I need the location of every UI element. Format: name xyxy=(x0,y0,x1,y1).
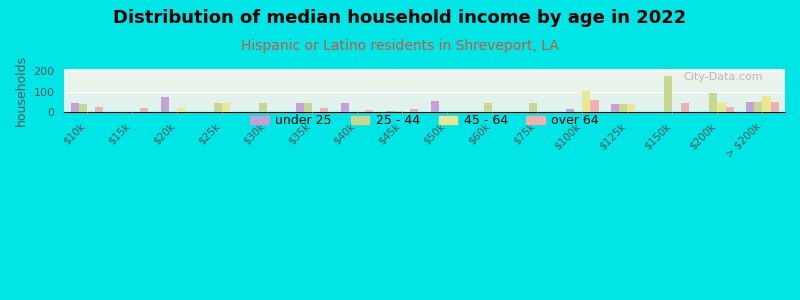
Bar xyxy=(222,103,230,112)
Bar xyxy=(619,104,627,112)
Bar xyxy=(259,103,267,112)
Bar xyxy=(710,93,718,112)
Text: City-Data.com: City-Data.com xyxy=(684,72,763,82)
Bar xyxy=(664,76,673,112)
Bar xyxy=(746,102,754,112)
Bar xyxy=(484,103,492,112)
Legend: under 25, 25 - 44, 45 - 64, over 64: under 25, 25 - 44, 45 - 64, over 64 xyxy=(246,110,604,133)
Bar xyxy=(726,107,734,112)
Bar xyxy=(754,102,762,112)
Bar xyxy=(582,91,590,112)
Bar xyxy=(320,108,328,112)
Bar xyxy=(718,103,726,112)
Bar xyxy=(431,101,439,112)
Bar xyxy=(296,103,304,112)
Bar xyxy=(394,111,402,112)
Bar xyxy=(410,109,418,112)
Text: Distribution of median household income by age in 2022: Distribution of median household income … xyxy=(114,9,686,27)
Bar xyxy=(70,103,79,112)
Bar xyxy=(529,103,538,112)
Bar xyxy=(611,104,619,112)
Bar xyxy=(366,110,374,112)
Bar xyxy=(214,103,222,112)
Bar xyxy=(177,108,185,112)
Bar xyxy=(341,103,349,112)
Bar xyxy=(566,109,574,112)
Bar xyxy=(590,100,598,112)
Y-axis label: households: households xyxy=(15,55,28,126)
Bar xyxy=(770,102,778,112)
Bar xyxy=(140,108,148,112)
Bar xyxy=(762,96,770,112)
Text: Hispanic or Latino residents in Shreveport, LA: Hispanic or Latino residents in Shrevepo… xyxy=(241,39,559,53)
Bar xyxy=(161,97,169,112)
Bar xyxy=(95,107,103,112)
Bar xyxy=(627,104,635,112)
Bar xyxy=(386,111,394,112)
Bar xyxy=(304,103,312,112)
Bar xyxy=(681,103,689,112)
Bar xyxy=(79,104,87,112)
